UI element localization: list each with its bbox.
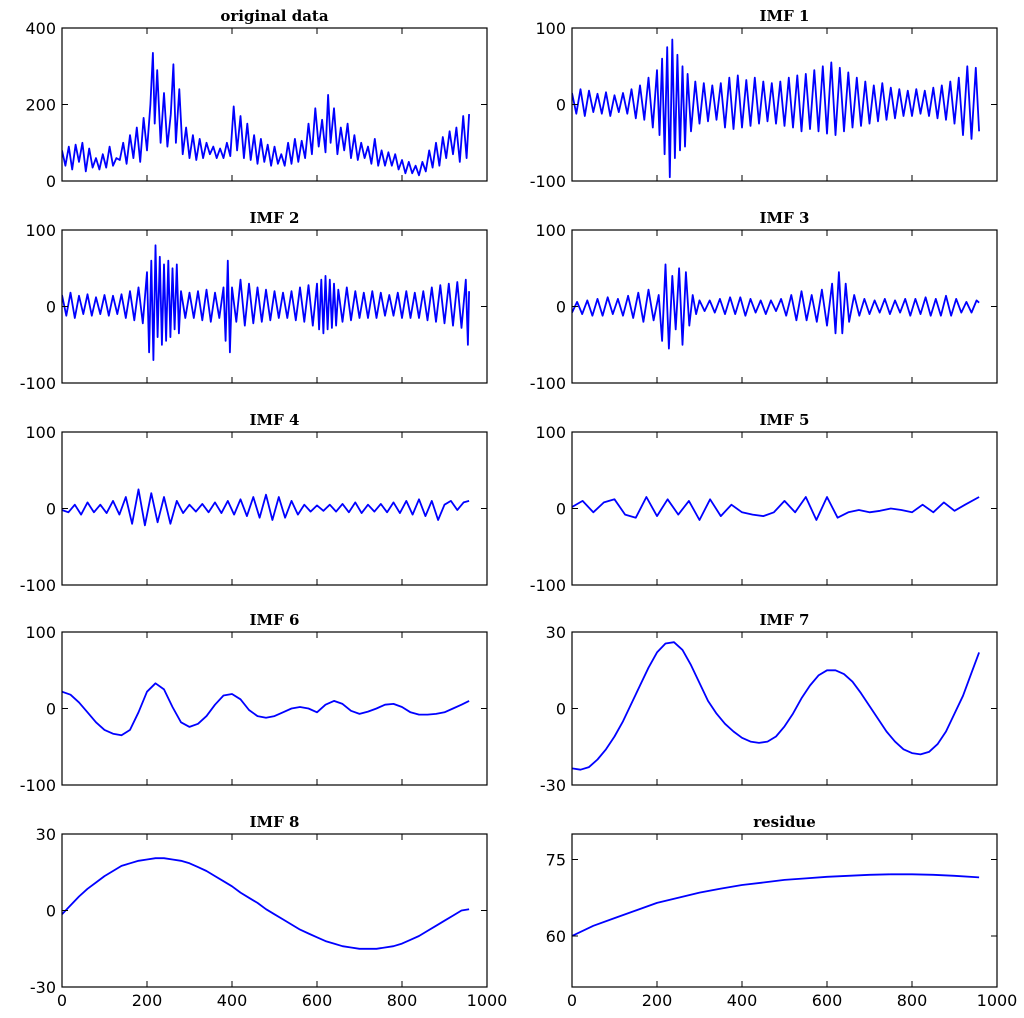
plot-frame (571, 833, 998, 988)
panel-3: IMF 3 -100 0 100 (530, 209, 998, 393)
x-tick-label: 1000 (977, 991, 1018, 1010)
chart-title: IMF 4 (250, 411, 300, 429)
y-tick-label: 0 (46, 172, 56, 191)
panel-9: residue 0 200 400 600 800 1000 60 75 (546, 813, 1018, 1010)
y-tick-label: 60 (546, 927, 566, 946)
y-tick-label: -100 (530, 172, 566, 191)
y-tick-label: 100 (535, 19, 566, 38)
y-tick-label: -30 (30, 978, 56, 997)
y-tick-label: 100 (25, 221, 56, 240)
y-tick-label: 30 (36, 825, 56, 844)
panel-1: IMF 1 -100 0 100 (530, 7, 998, 191)
y-tick-label: 30 (546, 623, 566, 642)
chart-title: IMF 2 (250, 209, 300, 227)
panel-2: IMF 2 -100 0 100 (20, 209, 488, 393)
x-tick-label: 0 (57, 991, 67, 1010)
chart-title: residue (753, 813, 816, 831)
series-line (572, 496, 980, 521)
series-line (572, 263, 980, 350)
y-tick-label: 100 (535, 221, 566, 240)
y-tick-label: 400 (25, 19, 56, 38)
y-tick-label: 0 (556, 700, 566, 719)
plot-frame (61, 229, 488, 384)
y-tick-label: -100 (20, 776, 56, 795)
series-line (62, 857, 470, 950)
x-tick-label: 600 (812, 991, 843, 1010)
y-tick-label: 0 (46, 500, 56, 519)
plot-frame (61, 833, 488, 988)
y-tick-label: 0 (556, 96, 566, 115)
chart-title: IMF 8 (250, 813, 300, 831)
x-tick-label: 400 (727, 991, 758, 1010)
chart-title: IMF 5 (760, 411, 810, 429)
y-tick-label: 0 (46, 298, 56, 317)
series-line (62, 52, 470, 177)
series-line (62, 244, 470, 361)
y-tick-label: -100 (20, 576, 56, 595)
y-tick-label: 0 (46, 902, 56, 921)
y-tick-label: -100 (530, 576, 566, 595)
chart-title: IMF 6 (250, 611, 300, 629)
series-line (572, 641, 980, 771)
panel-7: IMF 7 -30 0 30 (540, 611, 998, 795)
plot-frame (571, 631, 998, 786)
panel-4: IMF 4 -100 0 100 (20, 411, 488, 595)
x-tick-label: 1000 (467, 991, 508, 1010)
series-line (572, 873, 980, 937)
panel-6: IMF 6 -100 0 100 (20, 611, 488, 795)
y-tick-label: 100 (25, 423, 56, 442)
y-tick-label: -30 (540, 776, 566, 795)
x-tick-label: 200 (132, 991, 163, 1010)
x-tick-label: 800 (897, 991, 928, 1010)
y-tick-label: 0 (556, 500, 566, 519)
y-tick-label: 75 (546, 851, 566, 870)
x-tick-label: 600 (302, 991, 333, 1010)
y-tick-label: 0 (46, 700, 56, 719)
chart-title: IMF 1 (760, 7, 810, 25)
panel-0: original data 0 200 400 (25, 7, 488, 191)
series-line (62, 682, 470, 737)
x-tick-label: 0 (567, 991, 577, 1010)
y-tick-label: 200 (25, 96, 56, 115)
y-tick-label: 0 (556, 298, 566, 317)
chart-title: IMF 7 (760, 611, 810, 629)
series-line (572, 38, 980, 179)
y-tick-label: 100 (535, 423, 566, 442)
y-tick-label: 100 (25, 623, 56, 642)
y-tick-label: -100 (530, 374, 566, 393)
y-tick-label: -100 (20, 374, 56, 393)
panel-5: IMF 5 -100 0 100 (530, 411, 998, 595)
plot-frame (61, 631, 488, 786)
plot-frame (571, 27, 998, 182)
chart-title: IMF 3 (760, 209, 810, 227)
x-tick-label: 400 (217, 991, 248, 1010)
x-tick-label: 200 (642, 991, 673, 1010)
series-line (62, 488, 470, 527)
x-tick-label: 800 (387, 991, 418, 1010)
plot-frame (571, 431, 998, 586)
chart-title: original data (220, 7, 328, 25)
